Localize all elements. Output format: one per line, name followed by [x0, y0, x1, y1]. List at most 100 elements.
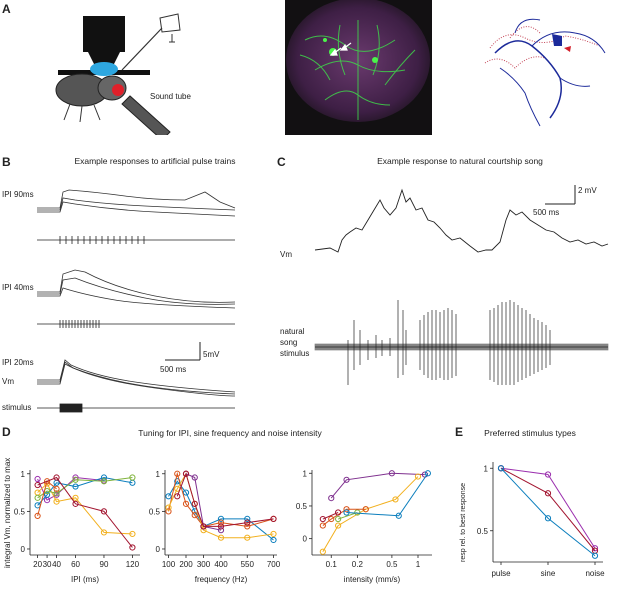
y-tick-label: 0.5: [296, 502, 308, 511]
fly-antenna-highlight: [112, 84, 124, 96]
data-point: [270, 515, 277, 522]
data-point: [72, 500, 79, 507]
soma-red: [564, 46, 571, 52]
data-point: [244, 523, 251, 530]
category-label: sine: [541, 569, 556, 578]
data-point: [100, 529, 108, 536]
y-tick-label: 0: [156, 545, 161, 554]
y-tick-label: 1: [21, 470, 26, 479]
data-point: [335, 509, 342, 516]
data-point: [100, 474, 108, 481]
d-ylabel: integral Vm, normalized to max: [3, 458, 12, 568]
panel-a-letter: A: [2, 2, 11, 16]
data-point: [244, 515, 251, 522]
c-stim-line-2: song: [280, 338, 298, 347]
data-point: [165, 508, 172, 515]
x-tick-label: 0.5: [386, 560, 398, 569]
data-point: [43, 491, 51, 498]
ipi-90-label: IPI 90ms: [2, 190, 34, 199]
x-axis-label: IPI (ms): [71, 575, 99, 584]
x-tick-label: 400: [214, 560, 228, 569]
x-tick-label: 90: [100, 560, 109, 569]
x-axis-label: frequency (Hz): [195, 575, 248, 584]
d-freq-chart: 0 0.5 1 100 200 300 400 550 700 frequency (Hz): [149, 470, 281, 584]
data-point: [335, 522, 342, 529]
x-tick-label: 300: [197, 560, 211, 569]
x-tick-label: 100: [162, 560, 176, 569]
data-point: [182, 470, 190, 477]
c-scale-bar: [545, 185, 576, 205]
b-scale-bar: [165, 342, 201, 361]
data-point: [34, 475, 41, 483]
y-tick-label: 1: [156, 470, 161, 479]
series-line-4: [176, 472, 274, 527]
data-point: [217, 527, 225, 534]
data-point: [217, 515, 225, 522]
data-point: [72, 494, 79, 501]
x-tick-label: 120: [126, 560, 140, 569]
data-point: [244, 534, 251, 541]
data-point: [34, 494, 41, 501]
x-tick-label: 1: [416, 560, 421, 569]
data-point: [200, 523, 207, 530]
category-label: pulse: [491, 569, 511, 578]
series-line-1: [500, 467, 596, 552]
data-point: [34, 481, 41, 489]
series-line-0: [330, 472, 425, 499]
y-tick-label: 0.5: [149, 507, 161, 516]
data-point: [544, 515, 552, 522]
data-point: [591, 552, 599, 559]
data-point: [34, 512, 41, 519]
data-point: [217, 523, 225, 530]
data-point: [244, 519, 251, 526]
y-tick-label: 1: [484, 464, 489, 473]
y-tick-label: 0.5: [477, 527, 489, 536]
data-point: [182, 489, 190, 496]
b-vm-label: Vm: [2, 377, 14, 386]
x-tick-label: 0.2: [352, 560, 364, 569]
data-point: [72, 483, 79, 490]
b-stimulus-label: stimulus: [2, 403, 32, 412]
c-stim-line-1: natural: [280, 327, 305, 336]
soma-blue: [552, 34, 562, 46]
x-tick-label: 20: [33, 560, 42, 569]
series-line-1: [37, 482, 133, 535]
series-line-5: [37, 476, 133, 548]
data-point: [354, 509, 361, 516]
data-point: [392, 496, 399, 503]
data-point: [270, 530, 277, 538]
x-tick-label: 30: [43, 560, 52, 569]
sound-tube-label: Sound tube: [150, 92, 191, 101]
c-vm-label: Vm: [280, 250, 292, 259]
data-point: [174, 493, 181, 500]
data-point: [328, 515, 335, 523]
series-line-1: [168, 471, 274, 527]
panel-c-traces: [314, 185, 609, 385]
x-tick-label: 200: [179, 560, 193, 569]
rig-schematic: [55, 13, 181, 135]
data-point: [544, 490, 552, 497]
panel-b-traces: [37, 189, 236, 413]
data-point: [191, 512, 198, 519]
series-line-5: [346, 472, 429, 517]
ipi-40-label: IPI 40ms: [2, 283, 34, 292]
data-point: [165, 493, 172, 500]
b-scale-mv: 5mV: [203, 350, 220, 359]
ipi-20-label: IPI 20ms: [2, 358, 34, 367]
data-point: [191, 500, 198, 507]
panel-b-letter: B: [2, 155, 11, 169]
c-vm-trace: [314, 188, 609, 253]
panel-c-letter: C: [277, 155, 286, 169]
data-point: [129, 530, 136, 538]
electrode-holder: [159, 13, 181, 33]
y-tick-label: 0.5: [14, 507, 26, 516]
series-line-2: [500, 467, 596, 557]
series-line-3: [37, 477, 133, 499]
sound-tube: [121, 95, 171, 135]
c-scale-ms: 500 ms: [533, 208, 560, 217]
panel-e-chart: 0.5 1 pulse sine noise resp rel. to best resp…: [460, 462, 605, 578]
y-axis-label: resp rel. to best response: [460, 483, 467, 562]
x-tick-label: 40: [52, 560, 61, 569]
